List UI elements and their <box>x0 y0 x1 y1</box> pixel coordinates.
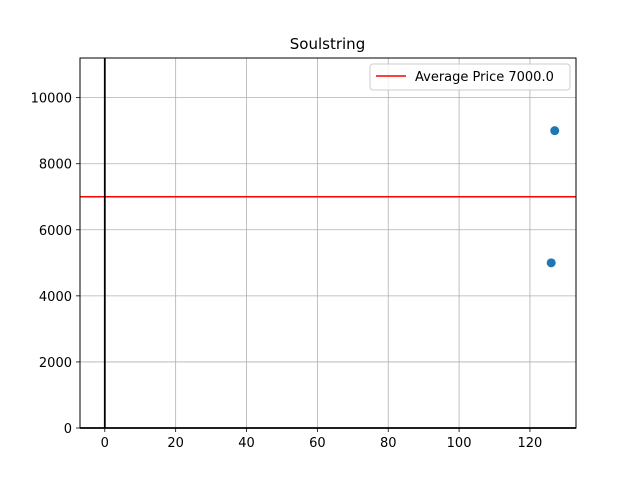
x-tick-label: 60 <box>309 436 326 451</box>
plot-frame <box>79 57 577 429</box>
x-tick-label: 40 <box>238 436 255 451</box>
y-tick-label: 10000 <box>31 92 72 107</box>
chart-title: Soulstring <box>290 35 365 53</box>
x-tick-label: 100 <box>447 436 472 451</box>
data-point <box>550 126 560 136</box>
x-tick-label: 0 <box>101 436 109 451</box>
x-tick-label: 120 <box>518 436 543 451</box>
y-tick-label: 6000 <box>39 224 72 239</box>
y-tick-label: 0 <box>64 422 72 437</box>
legend: Average Price 7000.0 <box>369 63 571 91</box>
y-tick-label: 8000 <box>39 158 72 173</box>
x-tick-label: 20 <box>167 436 184 451</box>
reference-lines <box>80 58 576 429</box>
x-axis-ticks: 0 20 40 60 80 100 120 <box>101 428 543 451</box>
data-points <box>546 126 560 268</box>
data-point <box>546 258 556 268</box>
legend-label-average-price: Average Price 7000.0 <box>415 70 554 85</box>
x-tick-label: 80 <box>380 436 397 451</box>
legend-box <box>369 63 571 91</box>
y-tick-label: 2000 <box>39 356 72 371</box>
y-axis-ticks: 0 2000 4000 6000 8000 10000 <box>31 92 80 437</box>
grid-lines <box>80 58 576 429</box>
y-tick-label: 4000 <box>39 290 72 305</box>
